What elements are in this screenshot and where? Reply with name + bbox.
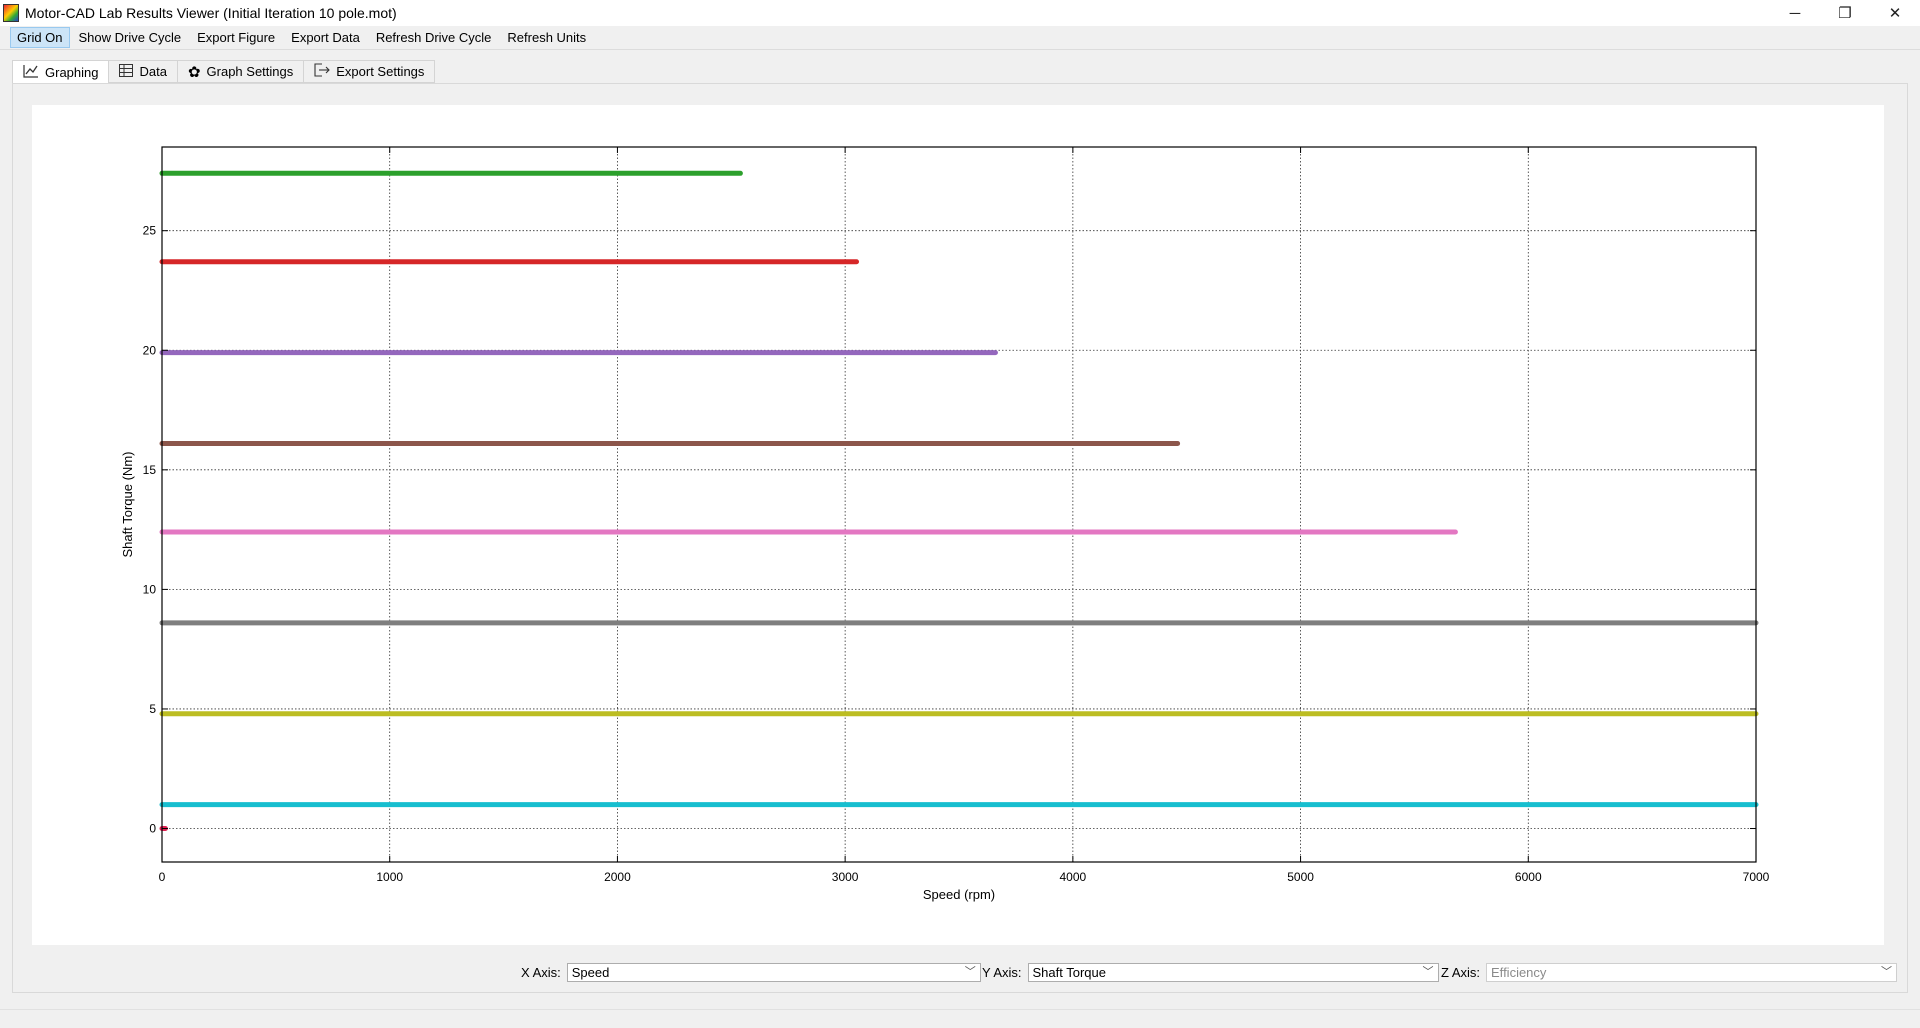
export-data-button[interactable]: Export Data xyxy=(291,30,360,45)
tab-data-label: Data xyxy=(139,64,167,79)
plot-canvas: 0 1000 2000 3000 4000 5000 6000 7000 0 5 10 15 20 25 S… xyxy=(32,105,1884,945)
window-title: Motor-CAD Lab Results Viewer (Initial It… xyxy=(25,5,397,21)
status-strip xyxy=(0,1009,1920,1028)
tab-graph-settings-label: Graph Settings xyxy=(206,64,294,79)
y-axis-label: Y Axis: xyxy=(982,964,1022,980)
tab-export-settings[interactable]: Export Settings xyxy=(303,60,436,83)
x-tick-label: 7000 xyxy=(1743,870,1770,884)
y-tick-label: 5 xyxy=(149,702,156,716)
y-tick-label: 0 xyxy=(149,822,156,836)
x-tick-label: 5000 xyxy=(1287,870,1314,884)
menu-bar: Grid On Show Drive Cycle Export Figure E… xyxy=(0,26,1920,50)
torque-speed-chart: 0 1000 2000 3000 4000 5000 6000 7000 0 5 10 15 20 25 S… xyxy=(120,146,1770,902)
tab-export-settings-label: Export Settings xyxy=(336,64,425,79)
x-tick-label: 4000 xyxy=(1060,870,1087,884)
plot-frame xyxy=(161,146,1757,863)
x-axis-selector: X Axis: Speed ﹀ xyxy=(521,962,981,982)
window-controls: ─ ❐ ✕ xyxy=(1770,0,1920,26)
x-axis-value: Speed xyxy=(571,964,610,980)
refresh-units-button[interactable]: Refresh Units xyxy=(507,30,587,45)
x-tick-label: 2000 xyxy=(604,870,631,884)
x-tick-label: 3000 xyxy=(832,870,859,884)
tab-strip: Graphing Data ✿ Graph Settings Export Se… xyxy=(12,60,436,84)
y-tick-label: 20 xyxy=(143,343,157,357)
tab-graphing-label: Graphing xyxy=(45,64,99,80)
grid-on-button[interactable]: Grid On xyxy=(10,27,70,48)
show-drive-cycle-button[interactable]: Show Drive Cycle xyxy=(78,30,182,45)
close-button[interactable]: ✕ xyxy=(1888,5,1902,22)
y-tick-label: 15 xyxy=(143,463,157,477)
y-tick-label: 10 xyxy=(143,582,157,596)
y-axis-title: Shaft Torque (Nm) xyxy=(120,452,135,558)
z-axis-value: Efficiency xyxy=(1491,964,1547,980)
line-chart-icon xyxy=(23,64,39,81)
x-axis-title: Speed (rpm) xyxy=(923,887,995,902)
y-tick-label: 25 xyxy=(143,224,157,238)
y-axis-dropdown[interactable]: Shaft Torque ﹀ xyxy=(1027,962,1439,982)
chevron-down-icon: ﹀ xyxy=(964,965,976,978)
y-axis-selector: Y Axis: Shaft Torque ﹀ xyxy=(982,962,1439,982)
refresh-drive-cycle-button[interactable]: Refresh Drive Cycle xyxy=(375,30,492,45)
x-tick-label: 6000 xyxy=(1515,870,1542,884)
x-tick-label: 1000 xyxy=(376,870,403,884)
tab-graph-settings[interactable]: ✿ Graph Settings xyxy=(176,60,305,83)
z-axis-label: Z Axis: xyxy=(1441,964,1481,980)
minimize-button[interactable]: ─ xyxy=(1789,4,1801,22)
restore-button[interactable]: ❐ xyxy=(1838,5,1852,22)
x-axis-label: X Axis: xyxy=(521,964,561,980)
chevron-down-icon: ﹀ xyxy=(1881,965,1893,978)
tab-graphing[interactable]: Graphing xyxy=(12,60,110,84)
table-icon xyxy=(119,63,134,80)
y-axis-value: Shaft Torque xyxy=(1032,964,1106,980)
gear-icon: ✿ xyxy=(187,63,201,81)
x-tick-label: 0 xyxy=(159,870,166,884)
export-figure-button[interactable]: Export Figure xyxy=(197,30,276,45)
tab-data[interactable]: Data xyxy=(108,60,178,83)
chevron-down-icon: ﹀ xyxy=(1422,965,1434,978)
z-axis-dropdown: Efficiency ﹀ xyxy=(1486,962,1898,982)
app-icon xyxy=(3,4,19,22)
title-bar: Motor-CAD Lab Results Viewer (Initial It… xyxy=(0,0,1920,26)
x-axis-dropdown[interactable]: Speed ﹀ xyxy=(566,962,981,982)
export-icon xyxy=(314,63,331,80)
z-axis-selector: Z Axis: Efficiency ﹀ xyxy=(1441,962,1898,982)
